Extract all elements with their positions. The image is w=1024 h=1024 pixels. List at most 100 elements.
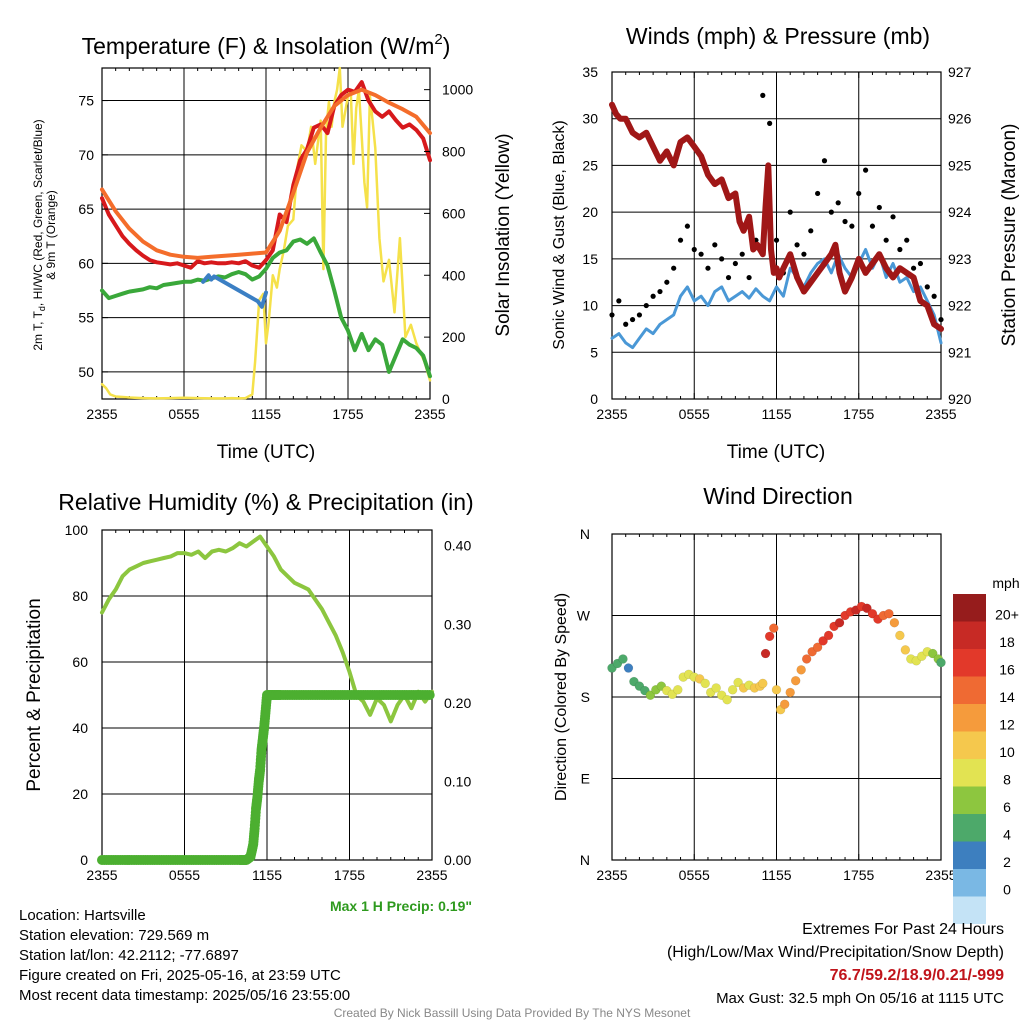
y-tick-label: 80 bbox=[72, 588, 88, 604]
colorbar-tick-label: 14 bbox=[999, 689, 1015, 705]
direction-point bbox=[623, 663, 634, 673]
gust-point bbox=[821, 158, 828, 164]
gust-point bbox=[664, 279, 670, 285]
direction-point bbox=[900, 645, 911, 655]
y2-tick-label: 923 bbox=[948, 251, 972, 267]
direction-point bbox=[645, 690, 656, 700]
gust-point bbox=[719, 256, 725, 262]
x-tick-label: 1755 bbox=[843, 406, 874, 422]
direction-point bbox=[823, 630, 834, 641]
x-tick-label: 1755 bbox=[334, 867, 365, 883]
gust-point bbox=[684, 223, 690, 229]
y2-tick-label: 927 bbox=[948, 64, 972, 80]
y-axis-label-line1b: , HI/WC (Red, Green, Scarlet/Blue) bbox=[31, 119, 45, 306]
extremes-heading: Extremes For Past 24 Hours bbox=[802, 921, 1004, 938]
y2-tick-label: 200 bbox=[442, 329, 466, 345]
direction-point bbox=[801, 654, 812, 664]
chart-title: Temperature (F) & Insolation (W/m2) bbox=[82, 31, 451, 59]
y-axis-label: Sonic Wind & Gust (Blue, Black) bbox=[551, 120, 568, 349]
x-tick-label: 2355 bbox=[416, 867, 447, 883]
gust-point bbox=[842, 218, 848, 225]
colorbar-tick-label: 6 bbox=[1003, 799, 1011, 815]
station-info: Location: Hartsville Station elevation: … bbox=[19, 906, 350, 1006]
x-tick-label: 1155 bbox=[252, 867, 282, 883]
colorbar-swatch bbox=[953, 814, 986, 842]
y-tick-label: N bbox=[580, 852, 590, 868]
direction-point bbox=[884, 608, 894, 619]
series-line-td bbox=[100, 236, 432, 379]
y-tick-label: 5 bbox=[590, 344, 598, 360]
direction-point bbox=[722, 694, 732, 705]
y2-tick-label: 921 bbox=[948, 344, 972, 360]
y-tick-label: 55 bbox=[78, 310, 94, 326]
direction-point bbox=[796, 665, 806, 675]
y2-tick-label: 926 bbox=[948, 111, 972, 127]
gust-point bbox=[746, 274, 752, 281]
y-tick-label: 70 bbox=[78, 147, 94, 163]
y-tick-label: N bbox=[580, 526, 590, 542]
colorbar-swatch bbox=[953, 869, 986, 897]
direction-point bbox=[764, 631, 775, 642]
direction-point bbox=[790, 675, 801, 686]
direction-point bbox=[673, 685, 683, 695]
gust-point bbox=[636, 312, 643, 318]
chart-title: Wind Direction bbox=[703, 483, 853, 509]
y-tick-label: 10 bbox=[582, 298, 598, 314]
x-tick-label: 0555 bbox=[679, 406, 710, 422]
gust-point bbox=[732, 260, 738, 267]
created-text: Figure created on Fri, 2025-05-16, at 23… bbox=[19, 967, 341, 984]
x-tick-label: 2355 bbox=[596, 406, 627, 422]
y-axis-label: 2m T, Td, HI/WC (Red, Green, Scarlet/Blu… bbox=[31, 119, 58, 350]
colorbar-tick-label: 8 bbox=[1003, 772, 1011, 788]
y-tick-label: 60 bbox=[72, 654, 88, 670]
gust-point bbox=[705, 265, 711, 271]
recent-text: Most recent data timestamp: 2025/05/16 2… bbox=[19, 987, 351, 1004]
x-tick-label: 0555 bbox=[679, 867, 710, 883]
gust-point bbox=[657, 288, 663, 295]
gust-point bbox=[801, 251, 807, 257]
colorbar-swatch bbox=[953, 759, 986, 787]
gust-point bbox=[890, 214, 896, 220]
direction-point bbox=[818, 636, 828, 646]
colorbar-swatch bbox=[953, 621, 986, 649]
direction-point bbox=[618, 654, 628, 664]
colorbar-tick-label: 0 bbox=[1003, 882, 1011, 898]
y-tick-label: 0 bbox=[80, 852, 88, 868]
colorbar-swatch bbox=[953, 841, 986, 869]
direction-point bbox=[936, 657, 946, 668]
gust-point bbox=[677, 237, 684, 243]
x-tick-label: 1155 bbox=[761, 867, 791, 883]
precip-point bbox=[424, 690, 435, 700]
y-tick-label: 20 bbox=[72, 786, 88, 802]
extremes-subheading: (High/Low/Max Wind/Precipitation/Snow De… bbox=[666, 944, 1004, 961]
colorbar-tick-label: 10 bbox=[999, 744, 1015, 760]
colorbar-swatch bbox=[953, 704, 986, 732]
colorbar-swatch bbox=[953, 649, 986, 677]
y-tick-label: 65 bbox=[78, 201, 94, 217]
direction-point bbox=[779, 699, 790, 709]
direction-point bbox=[769, 623, 779, 633]
x-tick-label: 0555 bbox=[169, 867, 200, 883]
colorbar-swatch bbox=[953, 676, 986, 704]
gust-point bbox=[671, 265, 677, 271]
gust-point bbox=[712, 242, 718, 248]
title-superscript: 2 bbox=[434, 31, 442, 48]
gust-point bbox=[794, 242, 800, 248]
colorbar-tick-label: 16 bbox=[999, 662, 1015, 678]
colorbar-swatch bbox=[953, 731, 986, 759]
x-tick-label: 2355 bbox=[596, 867, 627, 883]
gust-point bbox=[623, 321, 629, 327]
direction-point bbox=[785, 687, 795, 698]
y2-tick-label: 800 bbox=[442, 144, 466, 160]
colorbar-tick-label: 2 bbox=[1003, 854, 1011, 870]
gust-point bbox=[629, 316, 636, 323]
series-line-2m-t bbox=[100, 80, 432, 270]
gust-point bbox=[650, 293, 656, 299]
credit-text: Created By Nick Bassill Using Data Provi… bbox=[333, 1006, 691, 1020]
gust-point bbox=[616, 298, 622, 304]
y2-tick-label: 920 bbox=[948, 391, 972, 407]
gust-point bbox=[643, 302, 649, 309]
gust-point bbox=[691, 246, 697, 253]
y2-tick-label: 0 bbox=[442, 391, 450, 407]
